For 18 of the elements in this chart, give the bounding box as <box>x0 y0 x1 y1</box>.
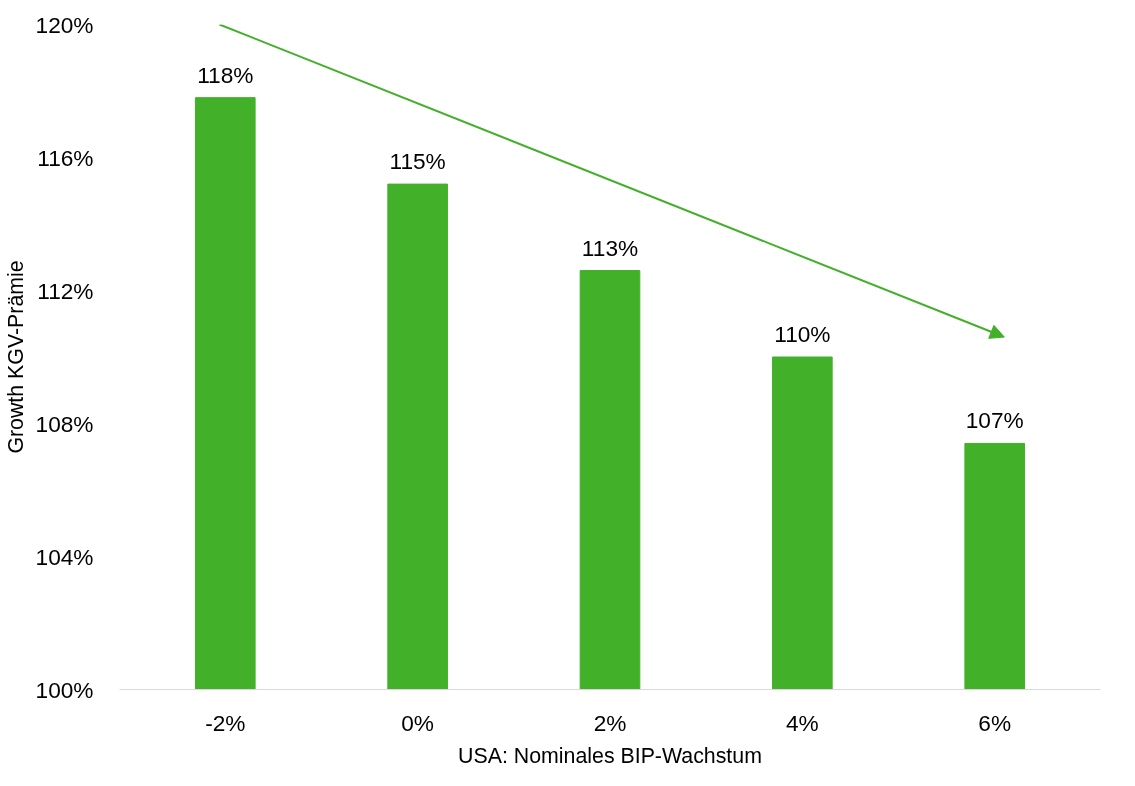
y-axis-title: Growth KGV-Prämie <box>3 260 28 454</box>
data-label: 115% <box>389 148 446 175</box>
x-tick-label: 6% <box>978 709 1012 736</box>
x-tick-label: 4% <box>785 709 819 736</box>
x-tick-label: 2% <box>593 709 627 736</box>
y-tick-label: 116% <box>37 144 94 171</box>
y-tick-label: 120% <box>35 11 94 38</box>
y-tick-label: 112% <box>37 277 94 304</box>
y-tick-label: 108% <box>35 410 94 437</box>
data-label: 113% <box>581 234 639 261</box>
data-label: 118% <box>197 61 254 88</box>
x-tick-label: 0% <box>401 709 435 736</box>
x-tick-label: -2% <box>205 709 246 736</box>
data-label: 107% <box>965 407 1024 434</box>
data-label: 110% <box>774 321 831 347</box>
x-axis-title: USA: Nominales BIP-Wachstum <box>458 743 762 768</box>
y-tick-label: 104% <box>35 543 94 570</box>
y-tick-label: 100% <box>35 676 94 703</box>
